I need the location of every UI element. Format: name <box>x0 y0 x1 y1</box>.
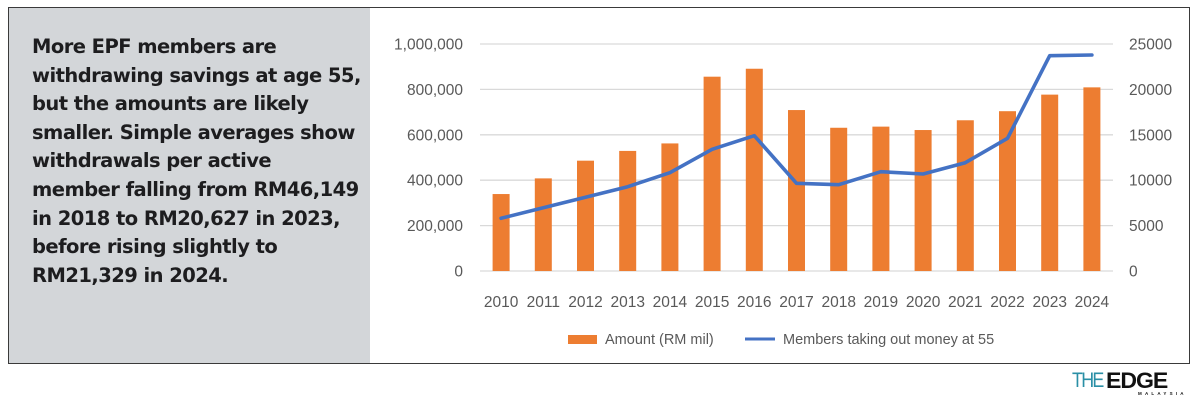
legend-label-members: Members taking out money at 55 <box>783 332 994 348</box>
x-axis-tick-label: 2018 <box>821 294 855 311</box>
bar-2013 <box>619 150 637 271</box>
right-axis-tick-label: 5000 <box>1129 218 1164 235</box>
right-axis-tick-label: 10000 <box>1129 173 1172 190</box>
summary-panel <box>9 8 370 363</box>
bar-2011 <box>534 178 552 271</box>
logo-malaysia: MALAYSIA <box>1138 391 1187 396</box>
x-axis-tick-label: 2012 <box>568 294 602 311</box>
left-axis-tick-label: 1,000,000 <box>394 37 463 54</box>
x-axis-tick-label: 2010 <box>484 294 519 311</box>
bar-2020 <box>914 130 932 271</box>
chart-legend: Amount (RM mil) Members taking out money… <box>568 332 994 348</box>
bar-2010 <box>492 194 510 271</box>
x-axis-tick-label: 2024 <box>1075 294 1110 311</box>
amount-bars <box>492 68 1101 272</box>
bar-2014 <box>661 143 679 271</box>
bar-2019 <box>872 126 890 272</box>
right-axis-ticks: 0 5000 10000 15000 20000 25000 <box>1129 37 1172 281</box>
right-axis-tick-label: 0 <box>1129 264 1138 281</box>
left-axis-ticks: 0 200,000 400,000 600,000 800,000 1,000,000 <box>394 37 463 281</box>
bar-2024 <box>1083 87 1101 272</box>
bar-2018 <box>830 127 848 271</box>
x-axis-tick-label: 2011 <box>527 294 560 311</box>
x-axis-tick-label: 2015 <box>695 294 729 311</box>
left-axis-tick-label: 800,000 <box>407 82 463 99</box>
legend-swatch-amount <box>568 335 597 344</box>
left-axis-tick-label: 0 <box>454 264 463 281</box>
logo-the: THE <box>1072 369 1104 392</box>
x-axis-tick-label: 2017 <box>779 294 813 311</box>
summary-headline: More EPF members are withdrawing savings… <box>32 35 361 287</box>
bar-2021 <box>956 120 974 271</box>
x-axis-tick-label: 2020 <box>906 294 941 311</box>
legend-label-amount: Amount (RM mil) <box>605 332 714 348</box>
the-edge-logo: THE EDGE MALAYSIA <box>1072 368 1192 399</box>
bar-2023 <box>1041 94 1059 271</box>
bar-2015 <box>703 76 721 271</box>
x-axis-tick-label: 2013 <box>610 294 644 311</box>
right-axis-tick-label: 25000 <box>1129 37 1172 54</box>
right-axis-tick-label: 20000 <box>1129 82 1172 99</box>
x-axis-tick-label: 2023 <box>1032 294 1066 311</box>
left-axis-tick-label: 400,000 <box>407 173 463 190</box>
left-axis-tick-label: 600,000 <box>407 127 463 144</box>
bar-2016 <box>745 68 763 271</box>
x-axis-ticks: 2010 2011 2012 2013 2014 2015 2016 2017 2018 2019… <box>484 294 1110 311</box>
logo-edge: EDGE <box>1106 368 1168 393</box>
x-axis-tick-label: 2022 <box>990 294 1024 311</box>
bar-2012 <box>577 160 594 271</box>
right-axis-tick-label: 15000 <box>1129 127 1172 144</box>
x-axis-tick-label: 2016 <box>737 294 771 311</box>
x-axis-tick-label: 2014 <box>653 294 688 311</box>
bar-2017 <box>788 110 805 271</box>
x-axis-tick-label: 2019 <box>864 294 898 311</box>
left-axis-tick-label: 200,000 <box>407 218 463 235</box>
members-line <box>499 53 1094 221</box>
bar-2022 <box>999 111 1016 271</box>
x-axis-tick-label: 2021 <box>948 294 982 311</box>
